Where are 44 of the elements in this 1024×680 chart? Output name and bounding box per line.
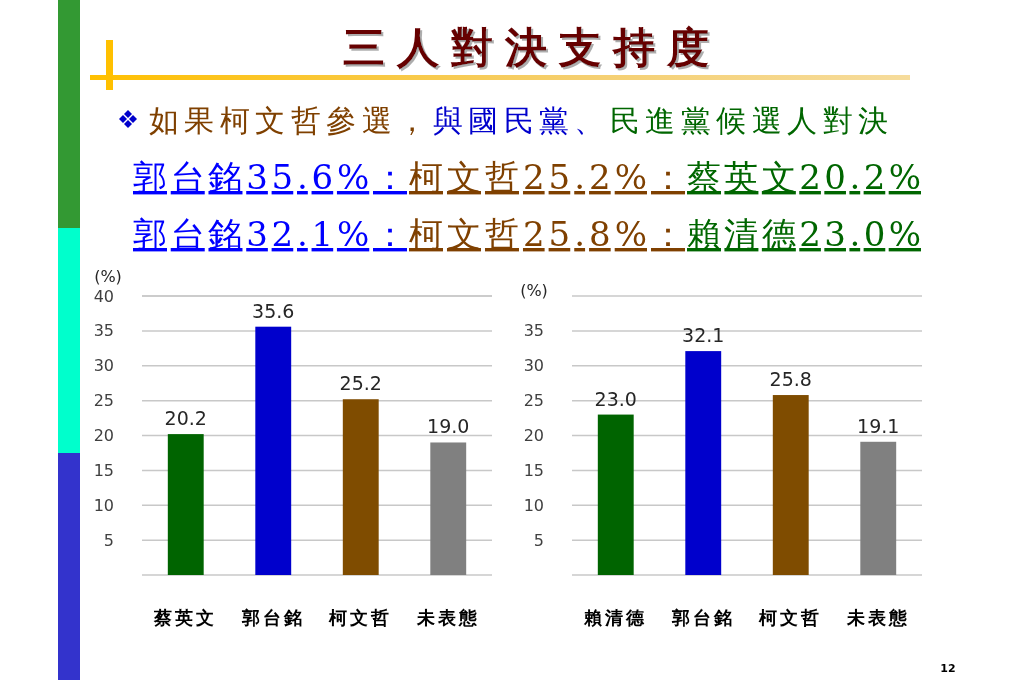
chart-subtitle: 如果柯文哲參選，與國民黨、民進黨候選人對決 (149, 103, 888, 138)
x-tick-label: 柯文哲 (758, 607, 823, 628)
bar (772, 395, 809, 575)
x-tick-label: 未表態 (845, 607, 910, 628)
bar (167, 434, 204, 575)
chart-title: 三人對決支持度 (343, 23, 721, 72)
y-tick-label: 25 (523, 391, 544, 411)
x-tick-label: 郭台銘 (670, 607, 735, 628)
y-tick-label: 35 (93, 321, 114, 341)
y-tick-label: 5 (103, 530, 114, 550)
x-tick-label: 未表態 (415, 607, 480, 628)
bar (685, 351, 722, 575)
y-tick-label: 5 (533, 530, 544, 550)
y-tick-label: 30 (93, 356, 114, 376)
y-axis-title: (%) (520, 280, 548, 300)
bar (430, 442, 467, 575)
y-tick-label: 35 (523, 321, 544, 341)
data-label: 25.2 (339, 372, 382, 395)
data-label: 25.8 (769, 368, 812, 391)
bar (342, 399, 379, 575)
y-tick-label: 10 (93, 495, 114, 515)
data-label: 32.1 (682, 324, 725, 347)
y-tick-label: 30 (523, 356, 544, 376)
y-tick-label: 10 (523, 495, 544, 515)
y-tick-label: 40 (93, 286, 114, 306)
x-tick-label: 郭台銘 (240, 607, 305, 628)
data-label: 20.2 (164, 407, 207, 430)
y-tick-label: 20 (93, 426, 114, 446)
y-tick-label: 25 (93, 391, 114, 411)
y-tick-label: 15 (93, 460, 114, 480)
bar (860, 441, 897, 575)
bar (597, 414, 634, 575)
data-label: 19.0 (427, 415, 470, 438)
data-label: 19.1 (857, 414, 900, 437)
bar (255, 326, 292, 575)
x-tick-label: 蔡英文 (153, 607, 218, 628)
data-label: 35.6 (252, 299, 295, 322)
data-label: 23.0 (594, 387, 637, 410)
y-tick-label: 15 (523, 460, 544, 480)
y-axis-title: (%) (94, 266, 122, 286)
x-tick-label: 柯文哲 (328, 607, 393, 628)
text: 12 (940, 662, 956, 675)
y-tick-label: 20 (523, 426, 544, 446)
x-tick-label: 賴清德 (583, 607, 648, 628)
